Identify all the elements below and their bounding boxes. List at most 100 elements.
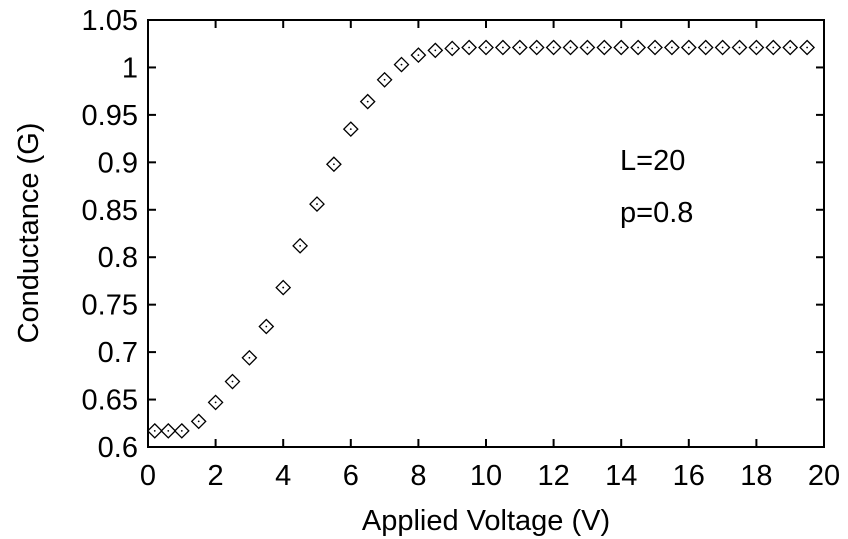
y-tick-label: 0.75 [82, 290, 138, 322]
data-point-center [167, 429, 170, 432]
data-point-center [180, 429, 183, 432]
data-point [731, 39, 748, 56]
data-point-center [299, 244, 301, 247]
data-point [359, 93, 376, 110]
data-point [190, 413, 207, 430]
data-point [579, 39, 596, 56]
x-tick-label: 0 [140, 460, 156, 492]
data-point-center [333, 163, 335, 166]
data-point-center [637, 46, 639, 49]
data-point [714, 39, 731, 56]
y-tick-label: 0.7 [98, 337, 138, 369]
x-tick-label: 2 [208, 460, 224, 492]
data-point-center [153, 429, 156, 432]
data-point-center [518, 46, 521, 49]
data-point [309, 196, 325, 213]
data-point-center [687, 46, 690, 49]
data-point [596, 39, 613, 56]
y-tick-label: 0.65 [82, 385, 138, 417]
y-tick-label: 1 [122, 52, 138, 84]
data-point [494, 39, 511, 56]
data-point [376, 71, 393, 88]
axis-ticks [147, 19, 825, 448]
data-point-center [485, 46, 487, 49]
x-tick-label: 10 [470, 460, 502, 492]
data-point [748, 39, 765, 56]
x-tick-label: 6 [343, 460, 359, 492]
data-point-center [265, 325, 268, 328]
y-tick-label: 0.6 [98, 432, 138, 464]
x-tick-label: 14 [605, 460, 637, 492]
data-point [511, 39, 528, 56]
data-point-center [197, 420, 200, 423]
y-tick-label: 0.8 [98, 242, 138, 274]
data-point [173, 422, 190, 439]
data-point [562, 39, 579, 56]
y-tick-label: 0.9 [98, 147, 138, 179]
data-point-center [671, 46, 673, 49]
data-point [427, 42, 444, 59]
data-point-center [603, 46, 606, 49]
x-tick-label: 12 [537, 460, 569, 492]
data-point [275, 279, 292, 296]
data-point-center [316, 203, 318, 205]
data-point [224, 373, 241, 390]
data-point [782, 39, 799, 56]
data-point [478, 39, 494, 56]
data-point [444, 40, 461, 57]
data-point [613, 39, 630, 56]
annotation-probability: p=0.8 [620, 197, 693, 229]
x-tick-label: 4 [275, 460, 291, 492]
x-tick-labels: 0 2 4 6 8 10 12 14 16 18 20 [140, 460, 840, 492]
data-point [146, 422, 163, 439]
y-tick-labels: 0.6 0.65 0.7 0.75 0.8 0.85 0.9 0.95 1 1.05 [82, 5, 138, 464]
data-point-center [231, 380, 234, 383]
x-tick-label: 16 [673, 460, 705, 492]
data-point [393, 56, 410, 73]
plot-frame [147, 19, 825, 448]
x-tick-label: 18 [740, 460, 772, 492]
data-point-center [468, 46, 470, 49]
data-point-center [366, 100, 369, 103]
x-tick-label: 20 [808, 460, 840, 492]
data-point-center [721, 46, 724, 49]
data-point-center [704, 46, 707, 49]
data-point [647, 39, 663, 56]
data-point [528, 39, 545, 56]
data-point-center [451, 47, 454, 50]
data-points [146, 39, 816, 439]
annotation-size: L=20 [620, 145, 685, 177]
data-point-center [738, 46, 741, 49]
data-point-center [282, 286, 285, 289]
data-point-center [535, 46, 538, 49]
data-point-center [755, 46, 758, 49]
data-point-center [383, 78, 386, 81]
data-point [258, 318, 275, 335]
data-point-center [806, 46, 808, 49]
data-point-center [789, 46, 792, 49]
data-point-center [349, 128, 352, 131]
data-point-center [654, 46, 656, 49]
data-point-center [569, 46, 572, 49]
y-axis-label: Conductance (G) [13, 123, 45, 344]
data-point [160, 422, 177, 439]
data-point [697, 39, 714, 56]
data-point [461, 39, 478, 56]
data-point [207, 394, 224, 411]
data-point [342, 121, 359, 138]
data-point [410, 47, 427, 64]
data-point [241, 349, 258, 366]
y-tick-label: 0.85 [82, 195, 138, 227]
data-point-center [400, 63, 403, 66]
data-point-center [248, 356, 251, 359]
data-point [630, 39, 647, 56]
data-point [663, 39, 680, 56]
y-tick-label: 1.05 [82, 5, 138, 37]
data-point [765, 39, 782, 56]
data-point-center [502, 46, 504, 49]
data-point [292, 237, 309, 254]
data-point-center [434, 49, 437, 52]
data-point-center [552, 46, 555, 49]
data-point-center [214, 401, 217, 404]
